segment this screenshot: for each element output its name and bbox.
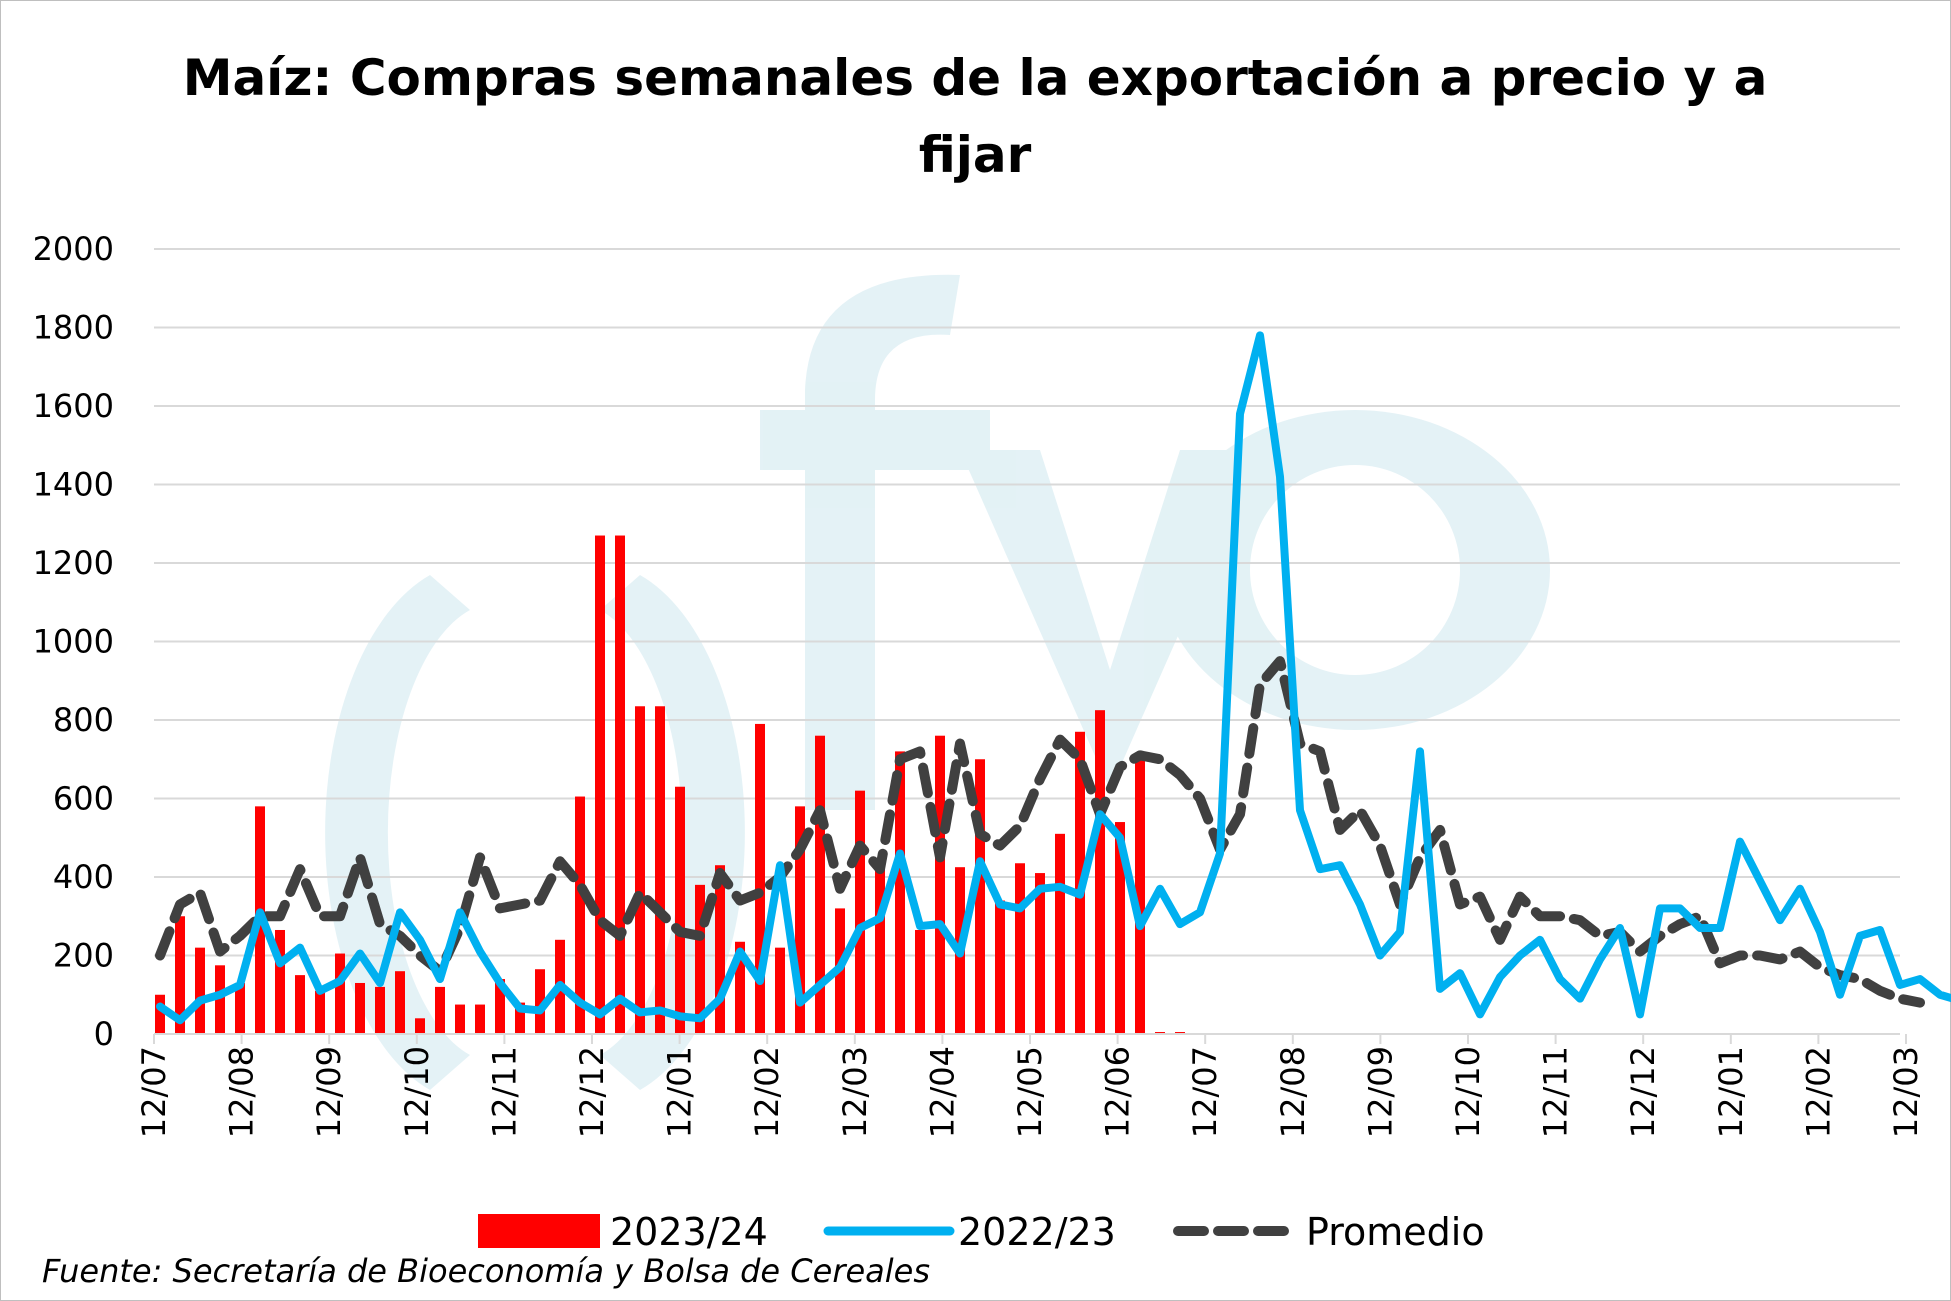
bar-2023-24 <box>315 990 325 1034</box>
bar-2023-24 <box>275 929 285 1034</box>
bar-2023-24 <box>1015 863 1025 1034</box>
bar-2023-24 <box>1035 873 1045 1034</box>
x-tick-label: 12/09 <box>310 1046 348 1138</box>
bar-2023-24 <box>1095 710 1105 1034</box>
y-tick-label: 0 <box>94 1015 114 1053</box>
bar-2023-24 <box>915 929 925 1034</box>
bar-2023-24 <box>455 1004 465 1034</box>
bar-2023-24 <box>155 994 165 1034</box>
bar-2023-24 <box>375 986 385 1034</box>
legend-label-promedio: Promedio <box>1306 1210 1485 1254</box>
x-tick-label: 12/03 <box>1887 1046 1925 1138</box>
bar-2023-24 <box>775 947 785 1034</box>
x-tick-label: 12/01 <box>661 1046 699 1138</box>
x-tick-label: 12/08 <box>1274 1046 1312 1138</box>
bar-2023-24 <box>895 751 905 1034</box>
bar-2023-24 <box>435 986 445 1034</box>
x-tick-label: 12/02 <box>748 1046 786 1138</box>
bar-2023-24 <box>855 790 865 1034</box>
source-note: Fuente: Secretaría de Bioeconomía y Bols… <box>42 1252 930 1290</box>
bar-2023-24 <box>415 1018 425 1034</box>
x-tick-label: 12/11 <box>1537 1046 1575 1138</box>
y-tick-label: 400 <box>53 858 114 896</box>
y-tick-label: 2000 <box>33 230 114 268</box>
bar-2023-24 <box>875 865 885 1034</box>
y-tick-label: 200 <box>53 937 114 975</box>
legend-swatch-2023-24 <box>478 1214 600 1248</box>
bar-2023-24 <box>355 982 365 1034</box>
x-tick-label: 12/10 <box>398 1046 436 1138</box>
y-tick-label: 1400 <box>33 466 114 504</box>
x-tick-label: 12/11 <box>485 1046 523 1138</box>
bar-2023-24 <box>175 916 185 1034</box>
bar-2023-24 <box>595 535 605 1034</box>
y-tick-label: 1800 <box>33 309 114 347</box>
bar-2023-24 <box>715 865 725 1034</box>
bar-2023-24 <box>575 796 585 1034</box>
x-tick-label: 12/05 <box>1011 1046 1049 1138</box>
x-tick-label: 12/07 <box>1186 1046 1224 1138</box>
y-tick-label: 1000 <box>33 623 114 661</box>
bar-2023-24 <box>495 979 505 1034</box>
y-tick-label: 1600 <box>33 387 114 425</box>
x-tick-label: 12/01 <box>1712 1046 1750 1138</box>
bar-2023-24 <box>655 706 665 1034</box>
x-tick-label: 12/10 <box>1449 1046 1487 1138</box>
bar-2023-24 <box>1055 833 1065 1034</box>
bar-2023-24 <box>1115 822 1125 1034</box>
bar-2023-24 <box>335 953 345 1034</box>
legend: 2023/24 2022/23 Promedio <box>478 1210 1485 1254</box>
x-tick-label: 12/04 <box>923 1046 961 1138</box>
x-tick-label: 12/02 <box>1799 1046 1837 1138</box>
bar-2023-24 <box>395 971 405 1034</box>
bar-2023-24 <box>675 786 685 1034</box>
bar-2023-24 <box>795 806 805 1034</box>
x-tick-label: 12/06 <box>1099 1046 1137 1138</box>
bar-2023-24 <box>815 735 825 1034</box>
bar-2023-24 <box>695 884 705 1034</box>
x-tick-label: 12/07 <box>135 1046 173 1138</box>
legend-label-2022-23: 2022/23 <box>958 1210 1116 1254</box>
chart-title-line-2: fijar <box>919 126 1032 184</box>
bar-2023-24 <box>215 965 225 1034</box>
y-tick-label: 600 <box>53 780 114 818</box>
bar-2023-24 <box>195 947 205 1034</box>
bar-2023-24 <box>995 900 1005 1034</box>
bar-2023-24 <box>295 975 305 1034</box>
y-tick-label: 1200 <box>33 544 114 582</box>
x-tick-label: 12/09 <box>1361 1046 1399 1138</box>
y-tick-label: 800 <box>53 701 114 739</box>
x-tick-label: 12/12 <box>1624 1046 1662 1138</box>
bar-2023-24 <box>1135 759 1145 1034</box>
bar-2023-24 <box>935 735 945 1034</box>
bar-2023-24 <box>635 706 645 1034</box>
bar-2023-24 <box>755 723 765 1034</box>
legend-label-2023-24: 2023/24 <box>610 1210 768 1254</box>
x-tick-label: 12/08 <box>223 1046 261 1138</box>
x-tick-label: 12/03 <box>836 1046 874 1138</box>
bar-2023-24 <box>735 941 745 1034</box>
x-tick-label: 12/12 <box>573 1046 611 1138</box>
bar-2023-24 <box>235 982 245 1034</box>
watermark-hole <box>1250 465 1460 675</box>
bar-2023-24 <box>535 969 545 1034</box>
bar-2023-24 <box>615 535 625 1034</box>
bar-2023-24 <box>475 1004 485 1034</box>
bar-2023-24 <box>515 1002 525 1034</box>
chart-title-line-1: Maíz: Compras semanales de la exportació… <box>183 49 1768 107</box>
bar-2023-24 <box>975 759 985 1034</box>
